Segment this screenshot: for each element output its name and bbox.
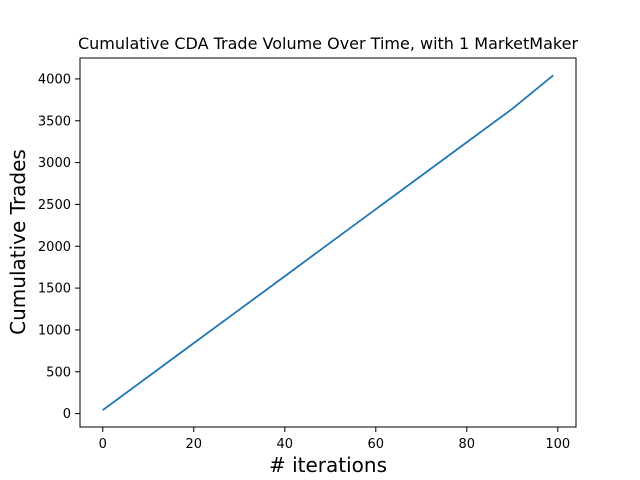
x-tick-label: 80 bbox=[459, 437, 476, 452]
plot-frame bbox=[79, 57, 577, 428]
y-tick-label: 1500 bbox=[38, 282, 71, 297]
y-axis-label: Cumulative Trades bbox=[6, 149, 30, 335]
y-tick-label: 2000 bbox=[38, 240, 71, 255]
y-tick-label: 3500 bbox=[38, 114, 71, 129]
chart-title: Cumulative CDA Trade Volume Over Time, w… bbox=[78, 34, 578, 53]
x-axis: 0 20 40 60 80 100 bbox=[99, 427, 570, 452]
x-tick-label: 60 bbox=[368, 437, 385, 452]
y-tick-label: 2500 bbox=[38, 198, 71, 213]
x-tick-label: 100 bbox=[545, 437, 570, 452]
y-tick-label: 0 bbox=[63, 407, 71, 422]
x-tick-label: 20 bbox=[185, 437, 202, 452]
y-tick-label: 1000 bbox=[38, 323, 71, 338]
series-line-0 bbox=[102, 74, 554, 411]
y-tick-label: 4000 bbox=[38, 72, 71, 87]
x-axis-label: # iterations bbox=[269, 453, 387, 477]
plot-area bbox=[102, 74, 554, 411]
x-tick-label: 40 bbox=[276, 437, 293, 452]
x-tick-label: 0 bbox=[99, 437, 107, 452]
y-axis: 0 500 1000 1500 2000 2500 3000 3500 4000 bbox=[38, 72, 80, 422]
y-tick-label: 500 bbox=[46, 365, 71, 380]
y-tick-label: 3000 bbox=[38, 156, 71, 171]
